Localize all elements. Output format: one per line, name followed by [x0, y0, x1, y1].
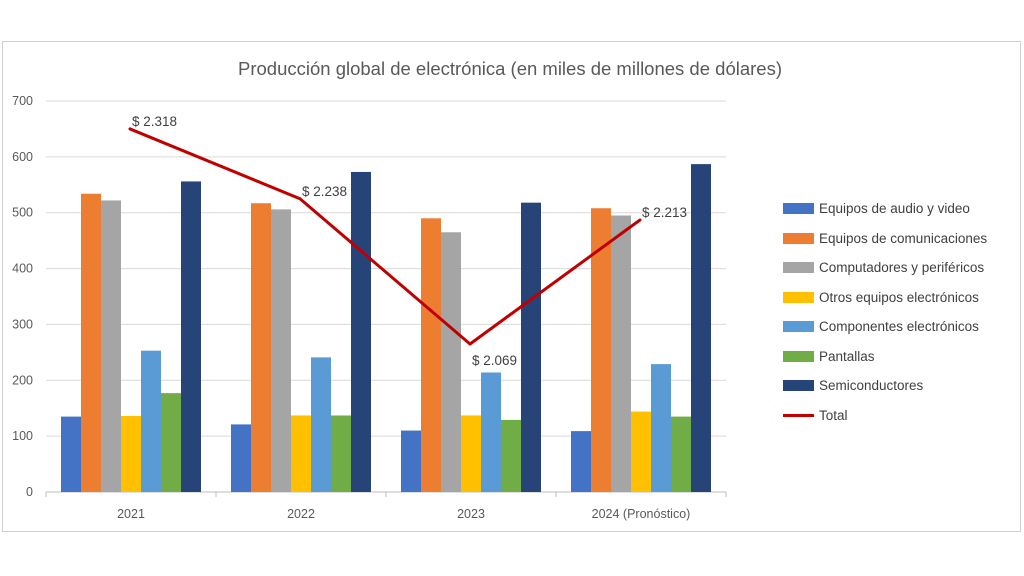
- legend-swatch: [783, 232, 814, 244]
- legend-line-swatch: [783, 413, 814, 417]
- legend-swatch: [783, 291, 814, 303]
- x-tick-label: 2024 (Pronóstico): [592, 507, 691, 521]
- legend-item: Total: [783, 401, 987, 431]
- bar: [461, 415, 481, 492]
- bar: [691, 164, 711, 492]
- y-tick-label: 700: [12, 94, 33, 108]
- total-data-label: $ 2.238: [302, 184, 347, 199]
- bar: [81, 193, 101, 493]
- bar: [611, 215, 631, 492]
- y-tick-label: 0: [26, 485, 33, 499]
- bar: [591, 208, 611, 492]
- bar: [651, 364, 671, 492]
- bar: [331, 415, 351, 492]
- legend: Equipos de audio y video Equipos de comun…: [783, 194, 987, 430]
- bar: [251, 203, 271, 492]
- legend-item: Pantallas: [783, 342, 987, 372]
- legend-label: Otros equipos electrónicos: [819, 289, 979, 305]
- bar: [671, 416, 691, 492]
- total-point: [638, 218, 642, 222]
- bar: [61, 416, 81, 492]
- legend-label: Equipos de comunicaciones: [819, 230, 988, 246]
- legend-label: Pantallas: [819, 348, 875, 364]
- bar: [521, 202, 541, 492]
- y-tick-label: 400: [12, 262, 33, 276]
- legend-swatch: [783, 350, 814, 362]
- bar: [631, 411, 651, 492]
- bar: [401, 430, 421, 492]
- bar: [231, 424, 251, 492]
- legend-swatch: [783, 262, 814, 274]
- legend-swatch: [783, 321, 814, 333]
- total-line: [129, 127, 641, 346]
- bar: [161, 393, 181, 492]
- total-point: [298, 197, 302, 201]
- bar: [181, 181, 201, 493]
- bar: [101, 200, 121, 492]
- legend-swatch: [783, 380, 814, 392]
- legend-item: Computadores y periféricos: [783, 253, 987, 283]
- legend-item: Componentes electrónicos: [783, 312, 987, 342]
- y-tick-label: 300: [12, 317, 33, 331]
- y-tick-label: 200: [12, 373, 33, 387]
- y-tick-label: 100: [12, 429, 33, 443]
- legend-item: Equipos de comunicaciones: [783, 224, 987, 254]
- total-data-label: $ 2.318: [132, 114, 177, 129]
- legend-item: Semiconductores: [783, 371, 987, 401]
- bar: [311, 357, 331, 492]
- total-data-label: $ 2.069: [472, 353, 517, 368]
- bar: [571, 431, 591, 492]
- y-tick-label: 600: [12, 150, 33, 164]
- legend-item: Equipos de audio y video: [783, 194, 987, 224]
- legend-label: Equipos de audio y video: [819, 201, 970, 217]
- total-point: [468, 342, 472, 346]
- legend-label: Semiconductores: [819, 378, 924, 394]
- bar: [441, 232, 461, 492]
- y-tick-label: 500: [12, 206, 33, 220]
- legend-label: Componentes electrónicos: [819, 319, 979, 335]
- x-tick-label: 2021: [117, 507, 145, 521]
- bar: [351, 171, 371, 492]
- legend-label: Computadores y periféricos: [819, 260, 985, 276]
- bar: [271, 209, 291, 492]
- chart-title: Producción global de electrónica (en mil…: [238, 58, 782, 79]
- total-point: [128, 127, 132, 131]
- bar: [121, 416, 141, 492]
- x-tick-label: 2023: [457, 507, 485, 521]
- bar: [481, 372, 501, 492]
- bar: [501, 419, 521, 492]
- legend-swatch: [783, 203, 814, 215]
- total-data-label: $ 2.213: [642, 205, 687, 220]
- bar: [141, 350, 161, 492]
- legend-item: Otros equipos electrónicos: [783, 283, 987, 313]
- legend-label: Total: [819, 407, 848, 423]
- x-tick-label: 2022: [287, 507, 315, 521]
- bar: [291, 415, 311, 492]
- bar: [421, 218, 441, 493]
